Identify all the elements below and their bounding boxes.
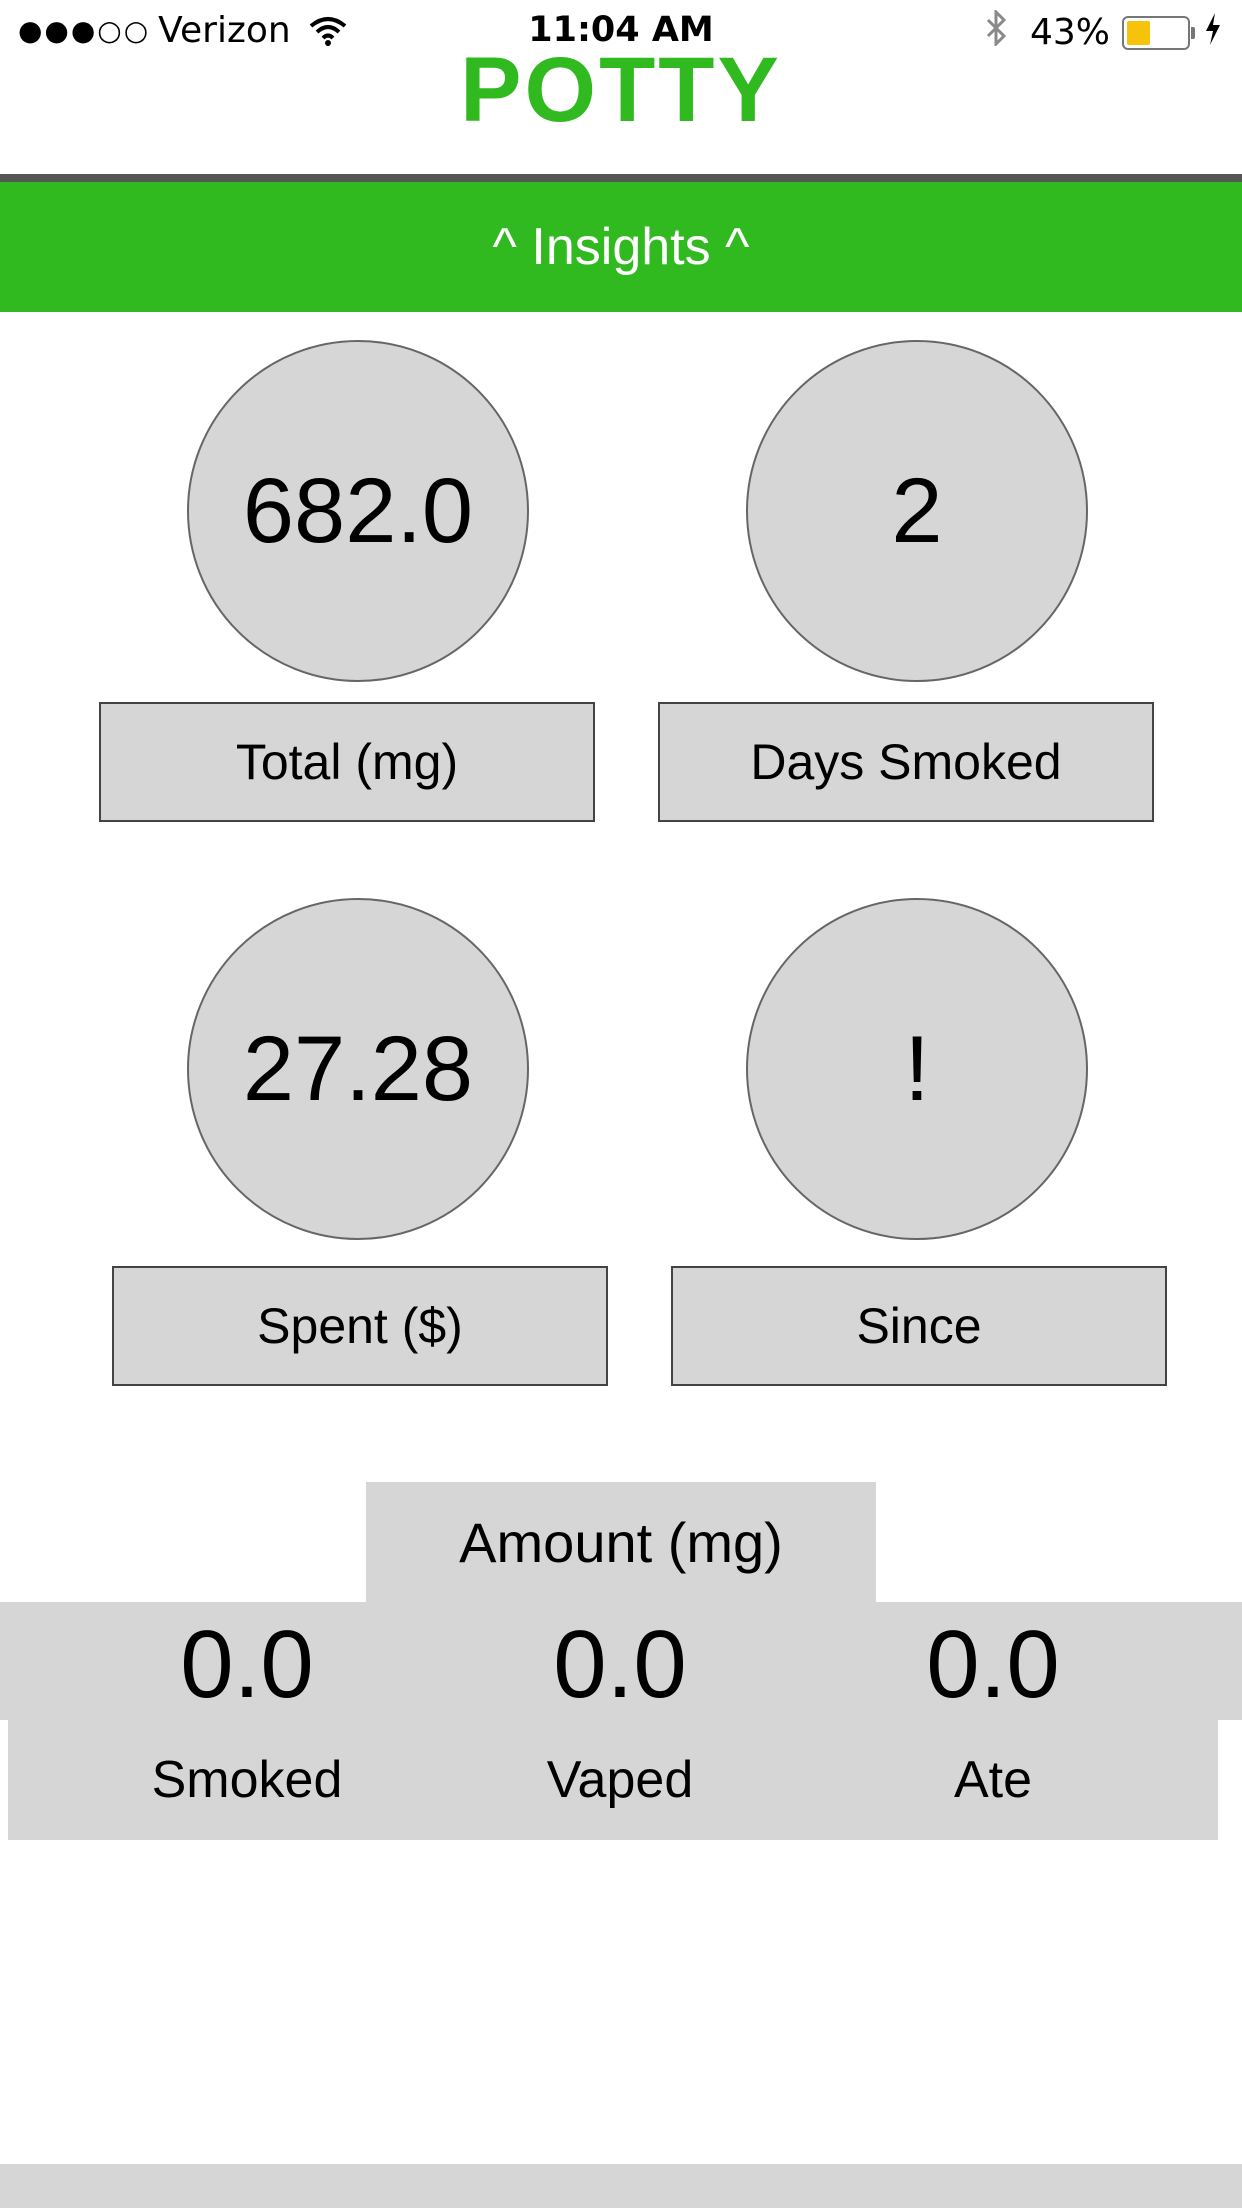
total-mg-label-box[interactable]: Total (mg) bbox=[99, 702, 595, 822]
since-value: ! bbox=[904, 1017, 930, 1120]
battery-nub bbox=[1191, 26, 1195, 39]
ate-amount-value: 0.0 bbox=[926, 1611, 1060, 1718]
ate-amount-label: Ate bbox=[953, 1751, 1033, 1809]
charging-bolt-icon bbox=[1204, 12, 1222, 53]
since-circle: ! bbox=[746, 898, 1088, 1240]
total-mg-circle: 682.0 bbox=[187, 340, 529, 682]
smoked-amount-label: Smoked bbox=[151, 1751, 343, 1809]
vaped-amount-label: Vaped bbox=[546, 1751, 694, 1809]
spent-value: 27.28 bbox=[242, 1017, 474, 1120]
status-time: 11:04 AM bbox=[528, 10, 714, 50]
since-label-box[interactable]: Since bbox=[671, 1266, 1167, 1386]
battery-fill bbox=[1127, 20, 1150, 45]
battery-percent: 43% bbox=[1029, 12, 1110, 53]
days-smoked-label: Days Smoked bbox=[750, 734, 1062, 790]
carrier-name: Verizon bbox=[158, 10, 291, 51]
insights-label: ^ Insights ^ bbox=[492, 218, 750, 276]
status-left: ●●●○○ Verizon bbox=[18, 10, 347, 51]
status-bar: ●●●○○ Verizon 11:04 AM 43% bbox=[0, 0, 1242, 60]
bluetooth-icon bbox=[984, 8, 1008, 55]
bottom-bar bbox=[0, 2164, 1242, 2208]
amount-tab: Amount (mg) bbox=[366, 1482, 876, 1602]
app-logo: POTTY bbox=[460, 39, 782, 141]
signal-strength-icon: ●●●○○ bbox=[18, 14, 151, 47]
days-smoked-circle: 2 bbox=[746, 340, 1088, 682]
days-smoked-value: 2 bbox=[891, 459, 943, 562]
amount-labels-strip bbox=[8, 1720, 1218, 1840]
status-right: 43% bbox=[984, 8, 1222, 55]
header-divider bbox=[0, 174, 1242, 182]
amount-values-strip bbox=[0, 1602, 1242, 1720]
wifi-icon bbox=[309, 16, 347, 46]
amount-title: Amount (mg) bbox=[459, 1510, 783, 1574]
total-mg-value: 682.0 bbox=[242, 459, 474, 562]
vaped-amount-value: 0.0 bbox=[553, 1611, 687, 1718]
since-label: Since bbox=[856, 1298, 982, 1354]
spent-label-box[interactable]: Spent ($) bbox=[112, 1266, 608, 1386]
spent-circle: 27.28 bbox=[187, 898, 529, 1240]
insights-toggle-button[interactable]: ^ Insights ^ bbox=[0, 182, 1242, 312]
smoked-amount-value: 0.0 bbox=[180, 1611, 314, 1718]
total-mg-label: Total (mg) bbox=[235, 734, 459, 790]
spent-label: Spent ($) bbox=[257, 1298, 463, 1354]
days-smoked-label-box[interactable]: Days Smoked bbox=[658, 702, 1154, 822]
battery-icon bbox=[1122, 15, 1195, 50]
